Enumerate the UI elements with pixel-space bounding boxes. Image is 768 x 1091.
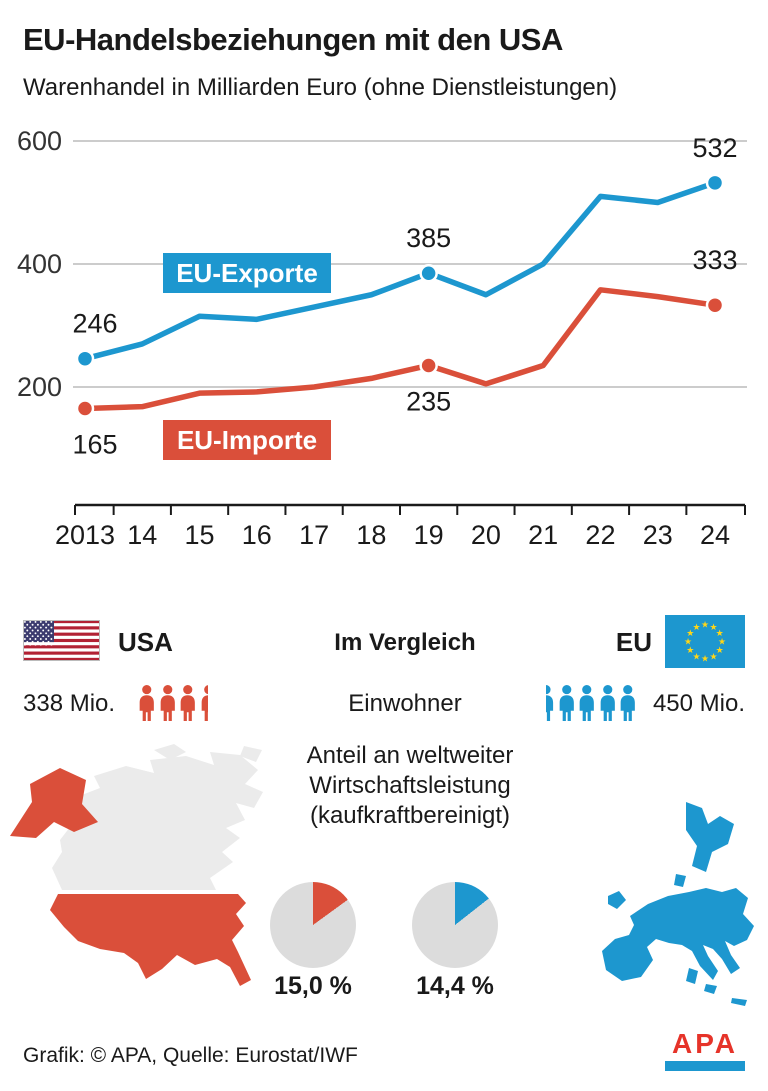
usa-population-icons (138, 684, 209, 721)
page-title: EU-Handelsbeziehungen mit den USA (23, 22, 563, 57)
person-icon (546, 685, 554, 721)
usa-flag-icon (23, 620, 100, 661)
apa-logo-text: APA (671, 1028, 739, 1059)
svg-text:18: 18 (356, 520, 386, 550)
caption-line: Anteil an weltweiter (306, 742, 514, 769)
svg-text:200: 200 (17, 372, 62, 402)
eu-gdp-percent: 14,4 % (416, 972, 494, 1000)
usa-shape (50, 894, 251, 986)
svg-text:★: ★ (692, 651, 700, 661)
svg-text:★: ★ (716, 645, 724, 655)
svg-text:★: ★ (716, 628, 724, 638)
svg-text:16: 16 (242, 520, 272, 550)
svg-text:★: ★ (701, 654, 709, 664)
north-america-map (10, 744, 263, 986)
svg-text:246: 246 (72, 309, 117, 339)
person-icon (201, 685, 209, 721)
sardinia-shape (686, 968, 698, 984)
svg-text:21: 21 (528, 520, 558, 550)
footer-credit: Grafik: © APA, Quelle: Eurostat/IWF (23, 1044, 358, 1067)
svg-text:★: ★ (709, 651, 717, 661)
svg-text:235: 235 (406, 386, 451, 416)
trade-line-chart: 200 400 600 2013 14 15 16 17 18 19 20 21 22 23 24 EU-Ex… (17, 126, 747, 550)
svg-text:EU-Importe: EU-Importe (177, 425, 317, 455)
svg-text:333: 333 (692, 245, 737, 275)
person-icon (160, 685, 175, 721)
einwohner-label: Einwohner (348, 690, 462, 717)
svg-text:15: 15 (185, 520, 215, 550)
europe-map (602, 802, 754, 1006)
mainland-eu-shape (602, 888, 754, 981)
svg-text:EU-Exporte: EU-Exporte (176, 258, 318, 288)
apa-logo-bar (665, 1061, 745, 1071)
svg-text:14: 14 (127, 520, 157, 550)
scandinavia-shape (686, 802, 734, 872)
chart-subtitle: Warenhandel in Milliarden Euro (ohne Die… (23, 74, 618, 101)
svg-text:22: 22 (585, 520, 615, 550)
usa-label: USA (118, 627, 173, 657)
svg-text:385: 385 (406, 223, 451, 253)
person-icon (579, 685, 595, 721)
usa-population: 338 Mio. (23, 690, 116, 717)
apa-logo: APA (665, 1030, 745, 1071)
svg-text:400: 400 (17, 249, 62, 279)
arctic-island-shape (240, 746, 262, 762)
person-icon (620, 685, 636, 721)
eu-population: 450 Mio. (652, 690, 745, 717)
svg-text:24: 24 (700, 520, 730, 550)
svg-text:532: 532 (692, 133, 737, 163)
eu-population-icons (546, 684, 637, 721)
canada-shape (52, 752, 263, 890)
svg-text:600: 600 (17, 126, 62, 156)
eu-flag-icon: ★ ★★★★★★★★★★★ (665, 615, 745, 668)
svg-text:2013: 2013 (55, 520, 115, 550)
svg-text:★: ★ (686, 628, 694, 638)
caption-line: Wirtschaftsleistung (309, 772, 511, 799)
ireland-shape (608, 891, 626, 909)
usa-gdp-pie (270, 882, 356, 968)
crete-shape (731, 998, 747, 1006)
svg-text:★: ★ (701, 620, 709, 630)
usa-gdp-percent: 15,0 % (274, 972, 352, 1000)
sicily-shape (704, 984, 717, 994)
caption-line: (kaufkraftbereinigt) (309, 802, 511, 829)
gdp-share-caption: Anteil an weltweiter Wirtschaftsleistung… (250, 741, 570, 831)
person-icon (180, 685, 195, 721)
person-icon (139, 685, 154, 721)
person-icon (600, 685, 615, 721)
svg-text:★: ★ (692, 622, 700, 632)
svg-text:17: 17 (299, 520, 329, 550)
svg-text:19: 19 (414, 520, 444, 550)
svg-text:165: 165 (72, 430, 117, 460)
eu-gdp-pie (412, 882, 498, 968)
svg-text:20: 20 (471, 520, 501, 550)
denmark-shape (674, 874, 686, 887)
arctic-island-shape (154, 744, 186, 760)
svg-text:★: ★ (684, 637, 692, 647)
svg-text:★: ★ (709, 622, 717, 632)
person-icon (559, 685, 574, 721)
eu-label: EU (615, 627, 652, 657)
alaska-shape (10, 768, 98, 838)
svg-text:★: ★ (686, 645, 694, 655)
im-vergleich-heading: Im Vergleich (334, 629, 476, 656)
svg-text:23: 23 (643, 520, 673, 550)
svg-text:★: ★ (718, 637, 726, 647)
